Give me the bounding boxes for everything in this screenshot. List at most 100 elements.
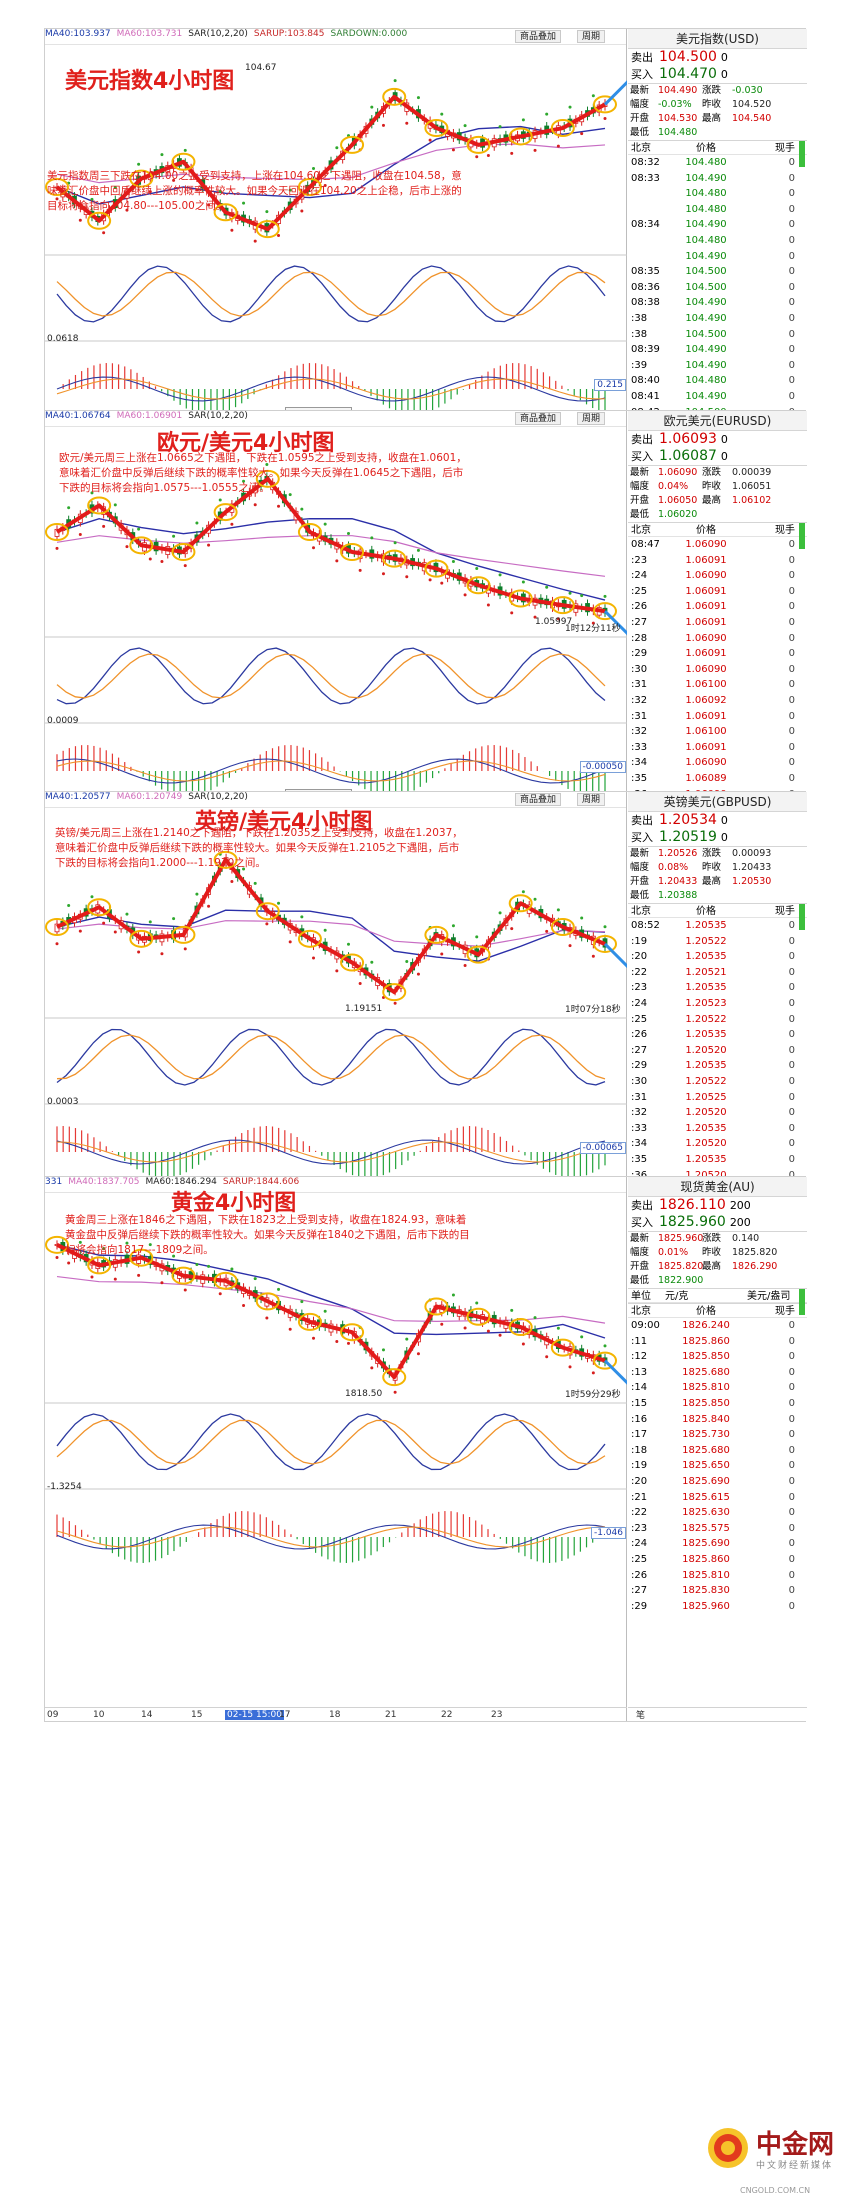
tick-volume: 0 bbox=[788, 997, 795, 1009]
period-button[interactable]: 周期 bbox=[577, 793, 606, 806]
unit-option[interactable]: 美元/盎司 bbox=[747, 1291, 791, 1302]
sar-dot bbox=[113, 186, 117, 190]
stat-label: 昨收 bbox=[702, 481, 722, 492]
pivot-marker bbox=[593, 934, 617, 953]
indicator-label: MA40:103.937 bbox=[45, 29, 111, 39]
tick-time: :25 bbox=[631, 585, 648, 597]
tick-price: 1.20535 bbox=[685, 982, 727, 994]
pivot-marker bbox=[129, 169, 154, 188]
tick-price: 1.06089 bbox=[685, 772, 727, 784]
indicator-label: MA40:1837.705 bbox=[68, 1177, 140, 1187]
sar-dot bbox=[300, 507, 304, 511]
tick-time: 09:00 bbox=[631, 1320, 660, 1331]
sar-dot bbox=[265, 210, 269, 214]
sar-dot bbox=[463, 1326, 467, 1330]
quote-scrollbar[interactable] bbox=[799, 1289, 805, 1315]
overlay-button[interactable]: 商品叠加 bbox=[515, 30, 562, 43]
overlay-button[interactable]: 商品叠加 bbox=[515, 793, 562, 806]
stat-value: 1.20526 bbox=[658, 848, 698, 859]
tick-time: :39 bbox=[631, 359, 648, 371]
sar-dot bbox=[568, 591, 572, 595]
chart-analysis-text: 黄金周三上涨在1846之下遇阻，下跌在1823之上受到支持，收盘在1824.93… bbox=[65, 1214, 470, 1256]
tick-volume: 0 bbox=[788, 1444, 795, 1456]
sar-dot bbox=[498, 125, 502, 129]
sar-dot bbox=[568, 1365, 572, 1369]
buy-size: 200 bbox=[729, 1216, 751, 1229]
stat-value bbox=[732, 508, 784, 522]
buy-label: 买入 bbox=[631, 450, 653, 463]
indicator-topbar: MA40:103.937 MA60:103.731 SAR(10,2,20) SARU… bbox=[45, 29, 626, 45]
sar-dot bbox=[440, 581, 444, 585]
tick-row: :26 1.20535 0 bbox=[628, 1027, 807, 1043]
period-button[interactable]: 周期 bbox=[577, 412, 606, 425]
tick-time: :35 bbox=[631, 772, 648, 784]
stat-label: 幅度 bbox=[630, 481, 650, 492]
sar-dot bbox=[335, 969, 339, 973]
tick-row: :35 1.06089 0 bbox=[628, 771, 807, 787]
pivot-marker bbox=[550, 1338, 575, 1357]
stat-value: 0.08% bbox=[658, 862, 689, 873]
sell-row: 卖出 1826.110 200 bbox=[628, 1197, 807, 1214]
time-tick: 10 bbox=[93, 1710, 105, 1720]
tick-price: 1825.690 bbox=[682, 1475, 730, 1487]
ticks-tab[interactable]: 笔 bbox=[628, 1707, 807, 1721]
tick-row: :25 1825.860 0 bbox=[628, 1552, 807, 1568]
indicator-label: MA60:1846.294 bbox=[145, 1177, 217, 1187]
tick-time: :29 bbox=[631, 648, 648, 660]
tick-price: 104.480 bbox=[685, 375, 727, 387]
chart-panel-gold: 331 MA40:1837.705 MA60:1846.294 SARUP:1844.… bbox=[44, 1176, 807, 1722]
tick-volume: 0 bbox=[788, 663, 795, 675]
sar-dot bbox=[230, 228, 234, 232]
quote-scrollbar[interactable] bbox=[799, 904, 805, 930]
sar-dot bbox=[90, 895, 94, 899]
tick-row: :27 1.06091 0 bbox=[628, 615, 807, 631]
tick-row: :32 1.06100 0 bbox=[628, 724, 807, 740]
period-button[interactable]: 周期 bbox=[577, 30, 606, 43]
sar-dot bbox=[405, 121, 409, 125]
sar-dot bbox=[55, 197, 59, 201]
tick-price: 1.06090 bbox=[685, 539, 727, 550]
tick-price: 1.06091 bbox=[685, 648, 727, 660]
sar-dot bbox=[463, 124, 467, 128]
tick-row: :27 1825.830 0 bbox=[628, 1583, 807, 1599]
ma40-line bbox=[56, 518, 606, 601]
stat-label: 开盘 bbox=[630, 1261, 650, 1272]
pivot-marker bbox=[382, 1368, 407, 1387]
tick-row: :13 1825.680 0 bbox=[628, 1365, 807, 1381]
unit-option[interactable]: 元/克 bbox=[665, 1291, 689, 1302]
chart-area: 331 MA40:1837.705 MA60:1846.294 SARUP:1844.… bbox=[45, 1177, 627, 1721]
sar-dot bbox=[230, 879, 234, 883]
ticks-column-header: 北京 bbox=[631, 143, 651, 154]
sar-dot bbox=[405, 575, 409, 579]
pivot-marker bbox=[424, 559, 449, 578]
sar-dot bbox=[370, 1366, 374, 1370]
tick-time: :34 bbox=[631, 757, 648, 769]
tick-volume: 0 bbox=[788, 966, 795, 978]
indicator-value-label: 0.0009 bbox=[47, 716, 79, 726]
sar-dot bbox=[78, 533, 82, 537]
quote-scrollbar[interactable] bbox=[799, 141, 805, 167]
pivot-marker bbox=[508, 1318, 533, 1337]
indicator-topbar: MA40:1.06764 MA60:1.06901 SAR(10,2,20) bbox=[45, 411, 626, 427]
pivot-marker bbox=[171, 542, 196, 561]
tick-row: :18 1825.680 0 bbox=[628, 1443, 807, 1459]
macd-value-badge: 0.215 bbox=[594, 379, 626, 391]
trend-line bbox=[56, 857, 606, 995]
tick-price: 1825.680 bbox=[682, 1444, 730, 1456]
sar-dot bbox=[288, 940, 292, 944]
indicator-label: SAR(10,2,20) bbox=[188, 29, 248, 39]
sar-dot bbox=[440, 1322, 444, 1326]
tick-row: 08:36 104.500 0 bbox=[628, 280, 807, 296]
quote-scrollbar[interactable] bbox=[799, 523, 805, 549]
stat-value: 1.06090 bbox=[658, 467, 698, 478]
stat-label: 最新 bbox=[630, 848, 650, 859]
tick-row: :19 1825.650 0 bbox=[628, 1458, 807, 1474]
sar-dot bbox=[218, 1292, 222, 1296]
tick-time: :33 bbox=[631, 741, 648, 753]
stat-value: 1.20388 bbox=[658, 890, 698, 901]
sar-dot bbox=[242, 867, 246, 871]
overlay-button[interactable]: 商品叠加 bbox=[515, 412, 562, 425]
tick-time: :11 bbox=[631, 1335, 648, 1347]
tick-row: 08:52 1.20535 0 bbox=[628, 918, 807, 934]
sar-dot bbox=[381, 1348, 385, 1352]
